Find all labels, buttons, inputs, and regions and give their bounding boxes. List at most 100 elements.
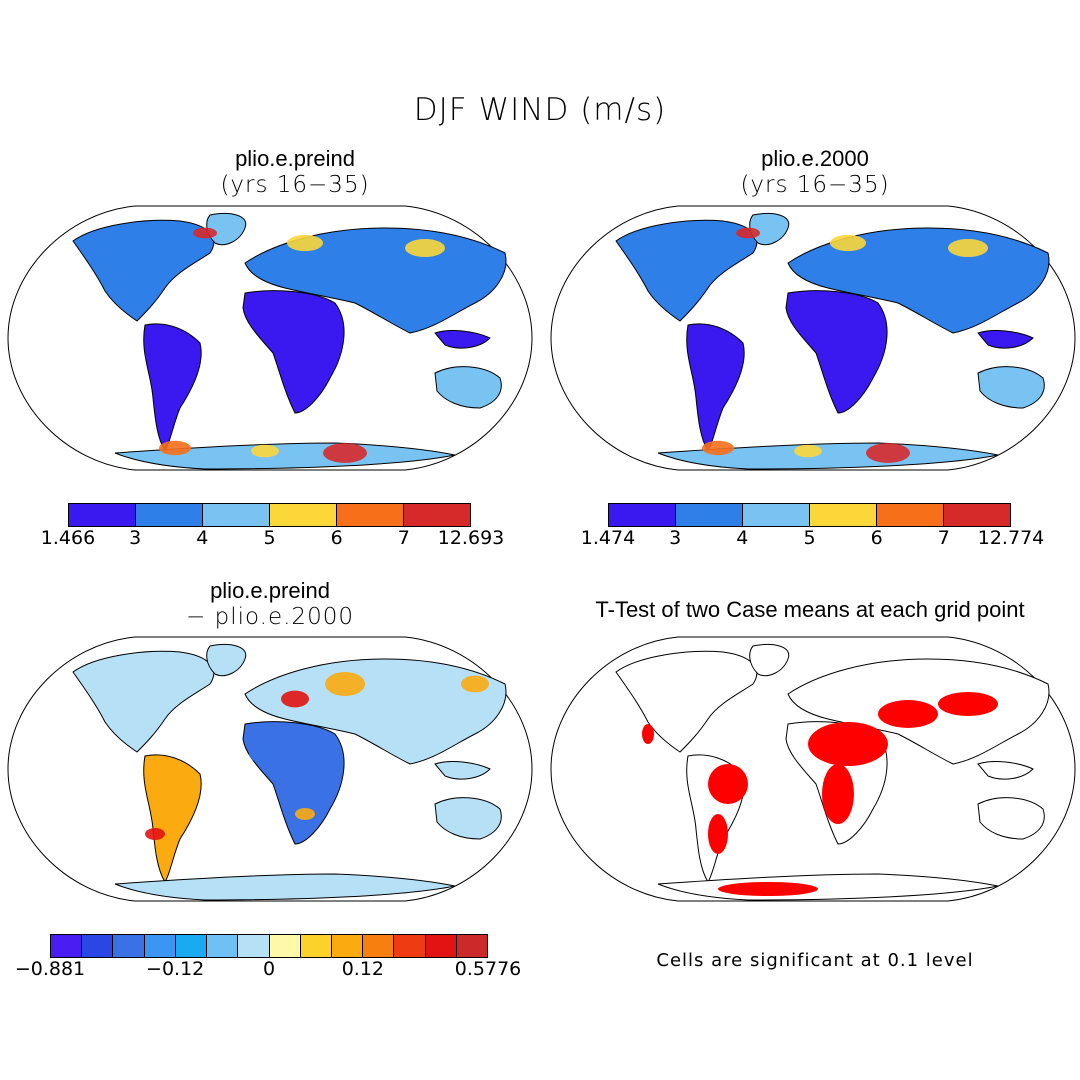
colorbar-segment <box>238 935 270 957</box>
panel-1-map-svg <box>7 205 533 471</box>
panel-3-title-line2: − plio.e.2000 <box>186 604 354 630</box>
panel-3-colorbar: −0.881 −0.12 0 0.12 0.5776 <box>15 934 521 982</box>
continent-samerica <box>686 323 745 452</box>
diff-patch <box>295 808 315 820</box>
wind-patch <box>287 234 323 252</box>
diff-patch <box>325 672 365 696</box>
colorbar-segment <box>456 935 488 957</box>
significant-region <box>718 882 818 896</box>
panel-1-colorbar-bar <box>68 503 471 527</box>
panel-2-title-line2: (yrs 16−35) <box>740 172 890 198</box>
continent-indonesia <box>977 330 1034 349</box>
wind-patch <box>251 444 279 458</box>
panel-3-title-line1: plio.e.preind <box>210 578 330 603</box>
panel-4-map-svg <box>550 636 1076 902</box>
panel-3-title: plio.e.preind − plio.e.2000 <box>60 580 480 629</box>
continent-greenland <box>206 213 247 246</box>
colorbar-tick-label: 3 <box>669 527 682 549</box>
panel-2-colorbar: 1.474 3 4 5 6 7 12.774 <box>581 503 1044 551</box>
continent-antarctica <box>657 442 999 470</box>
panel-2-title: plio.e.2000 (yrs 16−35) <box>605 148 1025 197</box>
wind-patch <box>736 227 760 239</box>
diff-patch <box>461 675 489 693</box>
colorbar-tick-label: 4 <box>736 527 749 549</box>
continent-greenland <box>749 644 790 677</box>
panel-1-colorbar: 1.466 3 4 5 6 7 12.693 <box>41 503 504 551</box>
continent-namerica <box>72 650 215 753</box>
colorbar-tick-label: −0.12 <box>146 958 205 980</box>
colorbar-segment <box>404 504 470 526</box>
panel-2-map-svg <box>550 205 1076 471</box>
colorbar-segment <box>113 935 145 957</box>
colorbar-tick-label: 5 <box>803 527 816 549</box>
significant-region <box>808 722 888 766</box>
figure-title: DJF WIND (m/s) <box>413 92 667 128</box>
colorbar-segment <box>51 935 83 957</box>
diff-patch <box>249 744 281 764</box>
continent-samerica <box>143 754 202 883</box>
wind-patch <box>159 440 191 456</box>
panel-2-colorbar-bar <box>608 503 1011 527</box>
colorbar-segment <box>300 935 332 957</box>
panel-4-title: T-Test of two Case means at each grid po… <box>595 597 1025 622</box>
colorbar-segment <box>175 935 208 957</box>
continent-australia <box>434 366 502 409</box>
colorbar-segment <box>144 935 176 957</box>
continent-indonesia <box>434 761 491 780</box>
colorbar-segment <box>425 935 457 957</box>
diff-patch <box>145 828 165 840</box>
panel-4-map <box>548 634 1078 904</box>
continent-greenland <box>749 213 790 246</box>
continent-antarctica <box>114 442 456 470</box>
colorbar-segment <box>394 935 426 957</box>
diff-patch <box>281 690 309 708</box>
continent-indonesia <box>434 330 491 349</box>
significant-region <box>822 764 854 824</box>
wind-patch <box>866 443 910 463</box>
significant-region <box>708 814 728 854</box>
colorbar-tick-label: 0.12 <box>341 958 384 980</box>
wind-patch <box>794 444 822 458</box>
colorbar-segment <box>203 504 270 526</box>
continent-africa <box>242 290 345 414</box>
colorbar-segment <box>609 504 676 526</box>
significant-region <box>708 764 748 804</box>
colorbar-tick-label: −0.881 <box>14 958 86 980</box>
panel-3-colorbar-bar <box>50 934 488 958</box>
panel-1-title: plio.e.preind (yrs 16−35) <box>85 148 505 197</box>
significant-region <box>878 700 938 728</box>
colorbar-segment <box>82 935 114 957</box>
colorbar-tick-label: 7 <box>937 527 950 549</box>
colorbar-segment <box>810 504 877 526</box>
significant-region <box>642 724 654 744</box>
wind-patch <box>702 440 734 456</box>
colorbar-segment <box>676 504 743 526</box>
colorbar-tick-label: 0.5776 <box>454 958 522 980</box>
wind-patch <box>193 227 217 239</box>
colorbar-segment <box>944 504 1010 526</box>
colorbar-segment <box>337 504 404 526</box>
continent-australia <box>977 797 1045 840</box>
continent-namerica <box>615 650 758 753</box>
colorbar-segment <box>877 504 944 526</box>
wind-patch <box>405 239 445 257</box>
colorbar-tick-label: 7 <box>397 527 410 549</box>
colorbar-segment <box>331 935 364 957</box>
panel-3-colorbar-ticks: −0.881 −0.12 0 0.12 0.5776 <box>15 958 521 982</box>
continent-namerica <box>615 219 758 322</box>
colorbar-segment <box>69 504 136 526</box>
wind-patch <box>830 234 866 252</box>
colorbar-segment <box>269 935 301 957</box>
panel-2-colorbar-ticks: 1.474 3 4 5 6 7 12.774 <box>581 527 1044 551</box>
continent-greenland <box>206 644 247 677</box>
wind-patch <box>323 443 367 463</box>
colorbar-tick-label: 1.466 <box>40 527 96 549</box>
continent-namerica <box>72 219 215 322</box>
colorbar-tick-label: 3 <box>129 527 142 549</box>
panel-2-title-line1: plio.e.2000 <box>761 146 869 171</box>
continent-australia <box>434 797 502 840</box>
continent-indonesia <box>977 761 1034 780</box>
colorbar-tick-label: 6 <box>870 527 883 549</box>
panel-1-map <box>5 203 535 473</box>
colorbar-segment <box>136 504 203 526</box>
